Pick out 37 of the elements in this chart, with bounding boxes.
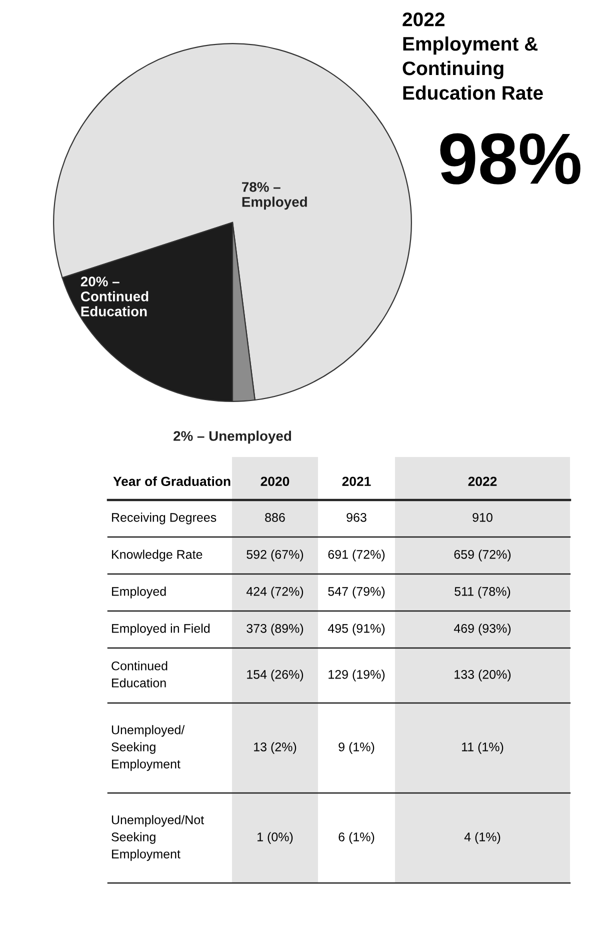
text: 154 (26%) — [247, 670, 304, 682]
category-label: 2021 — [342, 476, 371, 486]
text: 910 — [472, 513, 492, 522]
text: 592 (67%) — [246, 550, 304, 562]
data-label: 20% – Continued Education — [80, 276, 148, 316]
text: 424 (72%) — [246, 586, 304, 598]
text: 963 — [346, 513, 366, 522]
category-label: 2020 — [260, 476, 290, 486]
text: 13 (2%) — [254, 742, 296, 754]
text: 495 (91%) — [328, 624, 385, 636]
text: 9 (1%) — [338, 742, 374, 754]
text: 691 (72%) — [328, 550, 385, 562]
category-label: Employed in Field — [112, 624, 210, 636]
text: 547 (79%) — [328, 586, 385, 598]
text: 2022 Employment & Continuing Education Rate — [402, 12, 543, 100]
category-label: 2022 — [468, 476, 497, 486]
text: 469 (93%) — [454, 624, 511, 636]
text: 659 (72%) — [454, 550, 511, 562]
category-label: Unemployed/Not Seeking Employment — [112, 815, 204, 861]
text: 373 (89%) — [246, 624, 304, 636]
text: 98% — [440, 133, 580, 184]
category-label: Receiving Degrees — [112, 512, 216, 524]
text: 133 (20%) — [454, 670, 511, 682]
text: 6 (1%) — [338, 832, 374, 844]
text: 1 (0%) — [258, 832, 293, 844]
text: 886 — [265, 513, 285, 522]
category-label: Knowledge Rate — [112, 550, 202, 562]
text: 4 (1%) — [464, 832, 500, 844]
category-label: Continued Education — [112, 661, 168, 688]
text: 511 (78%) — [454, 586, 510, 598]
text: Year of Graduation — [113, 476, 230, 486]
category-label: Employed — [112, 586, 166, 598]
text: 129 (19%) — [328, 670, 385, 682]
data-label: 78% – Employed — [242, 182, 307, 210]
data-label: 2% – Unemployed — [174, 430, 292, 444]
text: 11 (1%) — [462, 742, 504, 754]
category-label: Unemployed/ Seeking Employment — [112, 725, 185, 771]
